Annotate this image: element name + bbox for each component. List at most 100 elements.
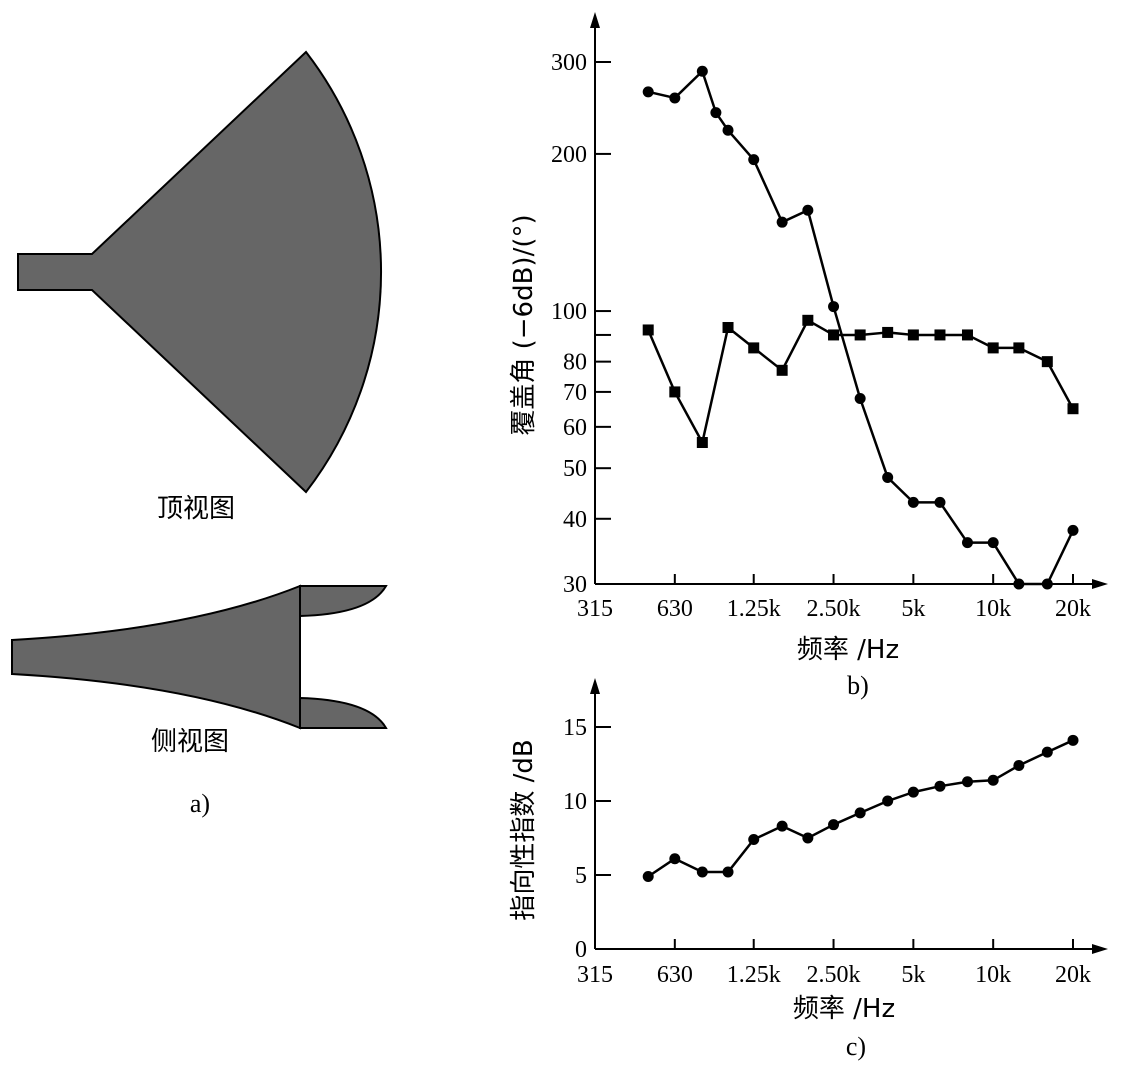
chart-c-series-1-point (1067, 734, 1079, 746)
chart-b-series-2-point (907, 329, 919, 341)
chart-c-ticks: 315 630 1.25k 2.50k 5k 10k 20k 0 5 10 15 (563, 715, 1091, 988)
chart-b-series-1-point (696, 65, 708, 77)
chart-c-y-tick-label: 5 (575, 863, 587, 889)
chart-c-series-1-point (907, 786, 919, 798)
chart-b-x-label: 频率 /Hz (797, 635, 899, 665)
chart-c-y-axis-arrow (590, 678, 600, 694)
chart-b-series-1-point (669, 92, 681, 104)
chart-c-series-1-point (854, 807, 866, 819)
chart-b-series-2-point (776, 364, 788, 376)
chart-c-series-1-point (1041, 746, 1053, 758)
chart-b-y-tick-label: 70 (563, 380, 587, 406)
chart-c-x-tick-label: 5k (901, 962, 925, 988)
chart-b-series-2-point (1041, 356, 1053, 368)
side-view-label: 侧视图 (151, 727, 229, 757)
chart-c-x-tick-label: 10k (975, 962, 1011, 988)
chart-b-y-tick-label: 200 (551, 142, 587, 168)
chart-b-series-1-point (722, 124, 734, 136)
horn-top-view-shape (17, 50, 383, 494)
chart-b-y-axis-arrow (590, 12, 600, 28)
chart-b-series-1-point (907, 496, 919, 508)
chart-c-x-tick-label: 315 (577, 962, 613, 988)
chart-b-series-2-point (854, 329, 866, 341)
chart-b-y-tick-label: 30 (563, 572, 587, 598)
chart-b-series-2-point (961, 329, 973, 341)
chart-b-x-tick-label: 1.25k (727, 596, 781, 622)
chart-b-series-1-point (802, 204, 814, 216)
chart-c-x-tick-label: 20k (1055, 962, 1091, 988)
chart-b-series-2-point (669, 386, 681, 398)
chart-b-series-1-point (987, 537, 999, 549)
chart-b-y-tick-label: 50 (563, 456, 587, 482)
chart-b-series-2-point (987, 342, 999, 354)
chart-b-series-2-point (748, 342, 760, 354)
chart-c-series-1-point (934, 780, 946, 792)
chart-c-series-1-point (987, 774, 999, 786)
chart-c-y-label: 指向性指数 /dB (509, 739, 539, 920)
panel-b-label: b) (847, 671, 869, 700)
chart-c-x-tick-label: 1.25k (727, 962, 781, 988)
chart-b-y-tick-label: 100 (551, 299, 587, 325)
chart-b-series-2-point (802, 314, 814, 326)
chart-b-series-2-point (1067, 403, 1079, 415)
chart-b-series-1-point (854, 392, 866, 404)
chart-b-series-2-point (882, 326, 894, 338)
chart-b-series-1-point (748, 154, 760, 166)
chart-c-x-tick-label: 2.50k (807, 962, 861, 988)
chart-b-series-1-point (642, 86, 654, 98)
chart-c-series-1-point (696, 866, 708, 878)
chart-b-series-1-point (882, 471, 894, 483)
chart-b-series-1-point (1013, 578, 1025, 590)
chart-b-series-2-point (1013, 342, 1025, 354)
chart-b-series-2-point (642, 324, 654, 336)
chart-b-y-tick-label: 40 (563, 507, 587, 533)
chart-c-y-tick-label: 10 (563, 789, 587, 815)
chart-c-x-label: 频率 /Hz (793, 994, 895, 1024)
chart-c-series-1-point (961, 776, 973, 788)
chart-c-series-1-point (748, 833, 760, 845)
chart-b-series-2-point (934, 329, 946, 341)
chart-c-series-1-point (1013, 759, 1025, 771)
directivity-index-chart: 315 630 1.25k 2.50k 5k 10k 20k 0 5 10 15 频率 /Hz 指向… (509, 678, 1108, 1061)
chart-b-y-label: 覆盖角 (−6dB)/(°) (509, 214, 539, 435)
chart-c-series-1-point (722, 866, 734, 878)
chart-b-series (642, 65, 1079, 590)
chart-b-x-tick-label: 2.50k (807, 596, 861, 622)
chart-b-x-tick-label: 5k (901, 596, 925, 622)
chart-c-y-tick-label: 0 (575, 937, 587, 963)
panel-a-label: a) (190, 789, 210, 818)
chart-b-series-2-point (696, 437, 708, 449)
chart-b-x-tick-label: 10k (975, 596, 1011, 622)
chart-b-series-1-point (961, 537, 973, 549)
chart-b-x-tick-label: 315 (577, 596, 613, 622)
chart-c-series-1-point (669, 853, 681, 865)
horn-top-view (17, 50, 383, 494)
horn-side-view-body (11, 584, 301, 730)
horn-side-view (11, 584, 388, 730)
horn-side-view-lower-flare (299, 696, 388, 729)
chart-c-x-axis-arrow (1092, 944, 1108, 954)
chart-c-series-1-point (776, 820, 788, 832)
chart-b-series-2-point (828, 329, 840, 341)
chart-c-series-1-point (882, 795, 894, 807)
chart-c-x-tick-label: 630 (657, 962, 693, 988)
chart-b-x-tick-label: 20k (1055, 596, 1091, 622)
chart-b-series-2-point (722, 322, 734, 334)
chart-b-series-1-line (647, 70, 1075, 586)
chart-b-y-tick-label: 80 (563, 350, 587, 376)
chart-c-series-1-point (828, 819, 840, 831)
chart-b-series-1-point (710, 107, 722, 119)
chart-c-series-1-point (802, 832, 814, 844)
chart-b-x-axis-arrow (1092, 579, 1108, 589)
chart-c-series (642, 734, 1079, 882)
chart-c-series-1-point (642, 870, 654, 882)
chart-b-y-tick-label: 60 (563, 415, 587, 441)
chart-b-series-1-point (776, 216, 788, 228)
chart-b-x-tick-label: 630 (657, 596, 693, 622)
chart-b-ticks: 315 630 1.25k 2.50k 5k 10k 20k 30 40 50 60 70 80 100 2… (551, 50, 1091, 622)
horn-side-view-upper-flare (299, 585, 388, 618)
coverage-angle-chart: 315 630 1.25k 2.50k 5k 10k 20k 30 40 50 60 70 80 100 2… (509, 12, 1108, 700)
panel-c-label: c) (846, 1032, 866, 1061)
chart-b-y-tick-label: 300 (551, 50, 587, 76)
